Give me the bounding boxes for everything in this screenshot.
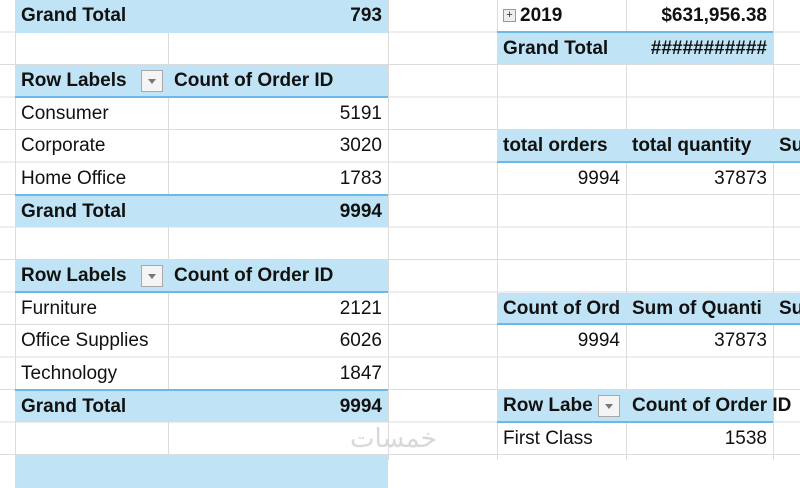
- pivot-row-value[interactable]: 6026: [339, 330, 382, 351]
- summary-value[interactable]: 9994: [577, 167, 620, 189]
- summary-header[interactable]: Count of Ord: [497, 292, 626, 325]
- pivot-row-value[interactable]: 1783: [339, 167, 382, 189]
- pivot-row-label[interactable]: Consumer: [21, 102, 109, 124]
- summary-value[interactable]: 9994: [577, 330, 620, 351]
- pivot-row-label[interactable]: Corporate: [21, 135, 106, 156]
- gridline: [15, 0, 16, 460]
- filter-dropdown-icon[interactable]: [598, 395, 620, 417]
- summary-header[interactable]: Su: [773, 130, 800, 163]
- pivot-row-value[interactable]: 5191: [339, 102, 382, 124]
- pivot-row-value[interactable]: 2121: [339, 297, 382, 319]
- pivot-row-label[interactable]: Technology: [21, 362, 118, 384]
- summary-header[interactable]: total orders: [497, 130, 626, 163]
- gridline: [773, 0, 774, 460]
- watermark-logo: خمسات: [350, 424, 437, 454]
- pivot-row-label[interactable]: Furniture: [21, 297, 98, 319]
- pivot-row-label[interactable]: First Class: [503, 427, 593, 449]
- summary-header[interactable]: total quantity: [626, 130, 773, 163]
- cell-grand-total-value[interactable]: 793: [168, 0, 388, 33]
- pivot-value-header[interactable]: Count of Order ID: [168, 260, 388, 293]
- summary-value[interactable]: 37873: [714, 330, 767, 351]
- pivot-grand-total-label[interactable]: Grand Total: [15, 389, 168, 422]
- summary-value[interactable]: 37873: [714, 167, 767, 189]
- pivot-value-header[interactable]: Count of Order ID: [626, 390, 791, 423]
- gridline: [388, 0, 389, 460]
- pivot-value-header[interactable]: Count of Order ID: [168, 65, 388, 98]
- gridline: [497, 0, 498, 460]
- filter-dropdown-icon[interactable]: [141, 265, 163, 287]
- pivot-grand-total-label[interactable]: Grand Total: [15, 194, 168, 227]
- pivot-year-label[interactable]: +2019: [497, 0, 626, 33]
- year-text: 2019: [520, 5, 563, 26]
- pivot-row-value[interactable]: 3020: [339, 135, 382, 156]
- cell-grand-total-label[interactable]: Grand Total: [15, 0, 168, 33]
- pivot-grand-total-value[interactable]: ###########: [626, 31, 773, 64]
- pivot-grand-total-value[interactable]: 9994: [168, 389, 388, 422]
- gridline: [626, 0, 627, 460]
- gridline: [168, 0, 169, 460]
- pivot-grand-total-label[interactable]: Grand Total: [497, 31, 626, 64]
- filter-dropdown-icon[interactable]: [141, 70, 163, 92]
- pivot-row-label[interactable]: Office Supplies: [21, 330, 149, 351]
- pivot-row-labels-header[interactable]: Row Labels: [15, 65, 168, 98]
- pivot-row-value[interactable]: 1847: [339, 362, 382, 384]
- expand-plus-icon[interactable]: +: [503, 9, 516, 23]
- summary-header[interactable]: Su: [773, 292, 800, 325]
- pivot-row-label[interactable]: Home Office: [21, 167, 127, 189]
- pivot-grand-total-value[interactable]: 9994: [168, 194, 388, 227]
- pivot-row-value[interactable]: 1538: [724, 427, 767, 449]
- summary-header[interactable]: Sum of Quanti: [626, 292, 773, 325]
- pivot-year-value[interactable]: $631,956.38: [661, 5, 767, 26]
